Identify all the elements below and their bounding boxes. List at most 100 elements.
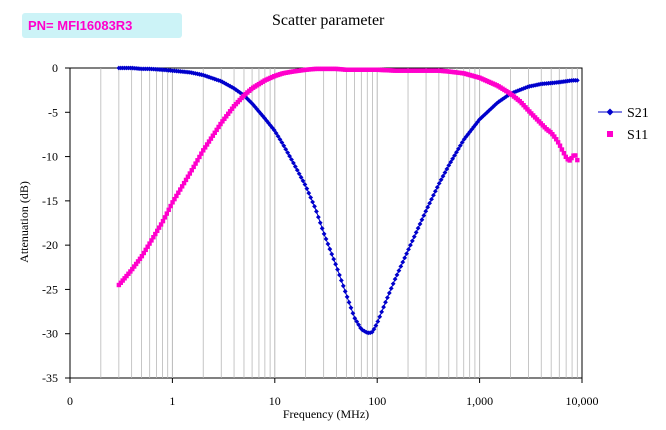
- x-tick-label: 0: [67, 394, 73, 408]
- data-point-s21: [361, 328, 367, 334]
- data-point-s11: [122, 276, 127, 281]
- data-point-s11: [143, 247, 148, 253]
- data-point-s21: [392, 276, 398, 282]
- data-point-s11: [224, 114, 229, 119]
- data-point-s21: [396, 268, 402, 274]
- data-point-s11: [156, 225, 162, 230]
- data-point-s21: [394, 272, 400, 278]
- data-point-s21: [204, 74, 210, 79]
- data-point-s11: [183, 177, 189, 183]
- data-point-s21: [312, 204, 317, 209]
- data-point-s11: [166, 207, 171, 213]
- data-point-s11: [118, 280, 123, 285]
- data-point-s11: [132, 264, 137, 269]
- grid-lines: [100, 68, 578, 378]
- data-point-s21: [438, 177, 444, 183]
- tick-labels: 0 -5 -10 -15 -20 -25 -30 -35 0 1 10 100 1,000 10,000: [42, 61, 599, 408]
- data-point-s21: [379, 309, 385, 315]
- data-point-s21: [223, 81, 229, 87]
- data-point-s21: [408, 242, 413, 248]
- data-point-s21: [427, 200, 433, 206]
- data-point-s21: [216, 77, 222, 83]
- y-tick-label: -10: [42, 150, 58, 164]
- data-point-s11: [124, 273, 129, 279]
- chart-title: Scatter parameter: [272, 12, 385, 29]
- data-point-s21: [317, 220, 323, 226]
- x-axis-title: Frequency (MHz): [283, 407, 369, 421]
- data-point-s21: [356, 322, 362, 328]
- data-point-s11: [216, 124, 221, 130]
- data-point-s11: [212, 130, 217, 135]
- data-point-s21: [446, 162, 452, 168]
- data-point-s21: [308, 195, 314, 200]
- data-point-s11: [126, 271, 131, 276]
- data-point-s21: [386, 290, 392, 296]
- plot-area-frame: [69, 67, 583, 379]
- data-point-s21: [574, 78, 580, 83]
- data-point-s11: [158, 222, 164, 227]
- data-point-s21: [244, 96, 250, 102]
- data-point-s11: [559, 147, 565, 152]
- data-point-s21: [400, 259, 406, 265]
- data-point-s11: [214, 127, 219, 133]
- data-point-s11: [179, 184, 185, 189]
- data-point-s21: [521, 86, 527, 91]
- data-point-s21: [354, 319, 360, 324]
- data-point-s11: [563, 154, 569, 160]
- data-point-s21: [413, 230, 419, 235]
- data-point-s11: [208, 136, 214, 141]
- data-point-s21: [338, 278, 344, 283]
- data-point-s11: [189, 168, 194, 173]
- data-point-s21: [352, 315, 358, 321]
- data-point-s21: [486, 108, 492, 113]
- data-point-s21: [273, 130, 279, 136]
- data-point-s21: [323, 236, 329, 242]
- data-point-s21: [406, 246, 411, 252]
- data-point-s21: [390, 281, 396, 287]
- data-point-s21: [260, 113, 266, 119]
- data-point-s21: [314, 209, 319, 214]
- data-point-s21: [285, 150, 291, 156]
- data-point-s21: [436, 180, 442, 186]
- data-point-s11: [195, 158, 200, 163]
- data-point-s21: [292, 164, 298, 169]
- data-point-s11: [133, 261, 139, 267]
- data-point-s21: [277, 136, 283, 142]
- data-point-s21: [206, 74, 212, 80]
- data-point-s21: [450, 156, 456, 162]
- legend-s11-label: S11: [627, 128, 648, 143]
- data-point-s21: [442, 170, 448, 175]
- data-point-s21: [300, 178, 306, 184]
- data-point-s21: [200, 72, 206, 78]
- data-point-s21: [385, 295, 390, 301]
- data-point-s11: [227, 109, 233, 114]
- data-point-s21: [344, 294, 350, 300]
- data-point-s21: [271, 127, 277, 133]
- x-tick-label: 1: [169, 394, 175, 408]
- data-point-s11: [550, 131, 555, 137]
- data-point-s21: [484, 109, 490, 115]
- data-point-s21: [210, 75, 216, 81]
- data-point-s21: [473, 122, 479, 127]
- data-point-s21: [333, 261, 339, 267]
- data-point-s21: [298, 174, 304, 180]
- data-point-s21: [515, 88, 521, 94]
- data-point-s21: [432, 188, 438, 194]
- data-point-s11: [149, 238, 154, 243]
- data-point-s11: [174, 193, 179, 199]
- data-point-s21: [519, 86, 525, 92]
- data-point-s11: [130, 266, 135, 272]
- data-point-s21: [310, 199, 315, 205]
- data-point-s11: [555, 140, 561, 145]
- data-point-s21: [315, 214, 321, 220]
- data-point-s21: [454, 149, 459, 155]
- data-point-s21: [350, 310, 356, 316]
- data-point-s21: [281, 143, 287, 149]
- data-point-s21: [267, 122, 273, 128]
- legend-entry-s21: S21: [598, 106, 649, 121]
- data-point-s11: [120, 278, 125, 283]
- data-point-s21: [221, 80, 227, 86]
- data-point-s11: [153, 231, 158, 237]
- series-s11: [116, 66, 580, 288]
- data-point-s21: [444, 166, 450, 172]
